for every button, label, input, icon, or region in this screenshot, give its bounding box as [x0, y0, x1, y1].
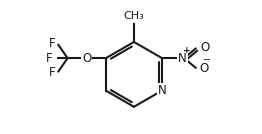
Text: +: + [183, 46, 190, 55]
Text: O: O [200, 62, 209, 75]
Text: CH₃: CH₃ [124, 11, 144, 21]
Text: N: N [178, 52, 187, 65]
Text: O: O [82, 52, 91, 65]
Text: F: F [48, 37, 55, 50]
Text: O: O [200, 41, 209, 54]
Text: N: N [158, 84, 166, 97]
Text: −: − [203, 55, 211, 65]
Text: F: F [48, 66, 55, 79]
Text: F: F [46, 52, 52, 65]
